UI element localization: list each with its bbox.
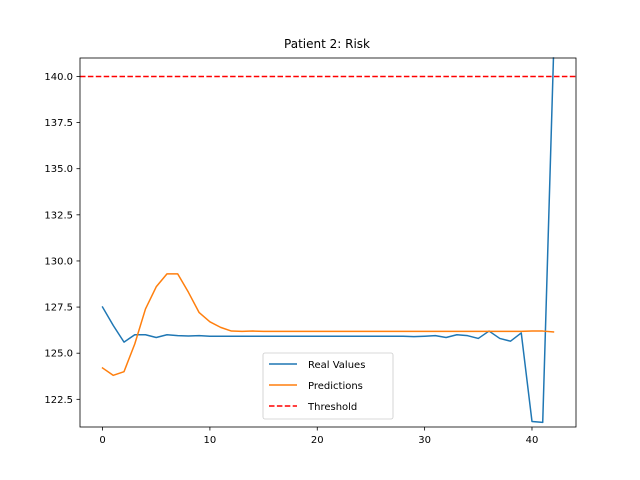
plot-area — [80, 57, 576, 424]
y-tick-label: 127.5 — [44, 303, 73, 314]
y-tick-label: 125.0 — [44, 349, 73, 360]
x-tick-label: 30 — [418, 435, 431, 446]
x-tick-label: 10 — [204, 435, 217, 446]
series-line-real-values — [101, 57, 555, 424]
chart-title: Patient 2: Risk — [284, 37, 370, 51]
legend: Real Values Predictions Threshold — [262, 352, 394, 420]
y-tick-label: 135.0 — [44, 164, 73, 175]
y-tick-label: 132.5 — [44, 210, 73, 221]
legend-label: Threshold — [307, 402, 357, 413]
y-tick-label: 130.0 — [44, 256, 73, 267]
axes-frame — [79, 57, 577, 428]
legend-label: Real Values — [308, 360, 365, 371]
y-tick-label: 140.0 — [44, 72, 73, 83]
series-line-predictions — [101, 273, 555, 377]
y-tick-label: 122.5 — [44, 395, 73, 406]
legend-box — [262, 352, 394, 420]
x-tick-label: 20 — [311, 435, 324, 446]
axes: 0 10 20 30 40 122.5 125.0 127.5 130.0 132.5 135.0 1… — [44, 57, 577, 446]
x-tick-label: 0 — [99, 435, 105, 446]
x-tick-label: 40 — [526, 435, 539, 446]
y-tick-label: 137.5 — [44, 118, 73, 129]
legend-label: Predictions — [308, 381, 363, 392]
